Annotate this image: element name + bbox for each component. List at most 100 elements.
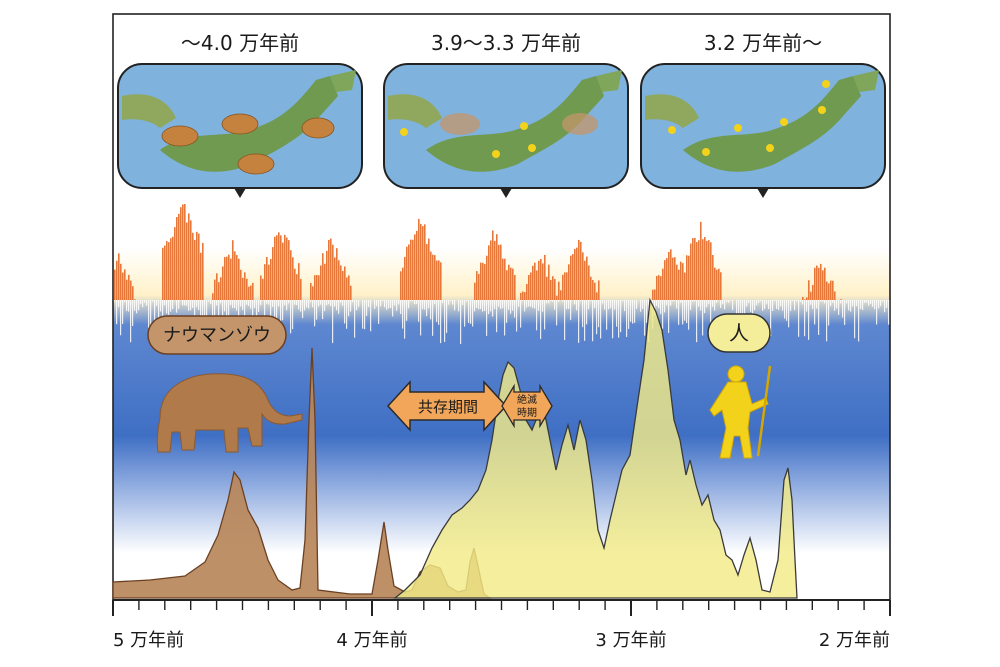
climate-cold-bars xyxy=(114,300,890,344)
cold-bar xyxy=(546,300,548,304)
cold-bar xyxy=(530,300,532,307)
cold-bar xyxy=(812,300,814,310)
cold-bar xyxy=(362,300,364,329)
cold-bar xyxy=(840,300,842,304)
cold-bar xyxy=(458,300,460,312)
warm-bar xyxy=(834,291,836,300)
cold-bar xyxy=(830,300,832,307)
cold-bar xyxy=(720,300,722,308)
cold-bar xyxy=(436,300,438,322)
time-axis-label-50k: 5 万年前 xyxy=(113,630,184,651)
cold-bar xyxy=(328,300,330,305)
warm-bar xyxy=(168,242,170,300)
warm-bar xyxy=(666,258,668,300)
warm-bar xyxy=(314,275,316,300)
cold-bar xyxy=(504,300,506,336)
cold-bar xyxy=(788,300,790,328)
cold-bar xyxy=(376,300,378,307)
cold-bar xyxy=(662,300,664,329)
cold-bar xyxy=(204,300,206,319)
warm-bar xyxy=(688,255,690,300)
cold-bar xyxy=(348,300,350,317)
cold-bar xyxy=(594,300,596,309)
human-figure-icon xyxy=(709,365,772,459)
cold-bar xyxy=(846,300,848,304)
warm-bar xyxy=(678,269,680,300)
cold-bar xyxy=(824,300,826,304)
warm-bar xyxy=(202,242,204,300)
cold-bar xyxy=(874,300,876,310)
cold-bar xyxy=(154,300,156,323)
warm-bar xyxy=(216,273,218,300)
warm-bar xyxy=(656,276,658,300)
cold-bar xyxy=(400,300,402,315)
cold-bar xyxy=(842,300,844,318)
cold-bar xyxy=(184,300,186,306)
warm-bar xyxy=(166,241,168,300)
cold-bar xyxy=(290,300,292,334)
cold-bar xyxy=(520,300,522,328)
cold-bar xyxy=(320,300,322,305)
warm-bar xyxy=(524,292,526,300)
cold-bar xyxy=(596,300,598,335)
cold-bar xyxy=(786,300,788,321)
cold-bar xyxy=(764,300,766,310)
warm-bar xyxy=(528,275,530,300)
warm-bar xyxy=(702,239,704,300)
cold-bar xyxy=(854,300,856,339)
cold-bar xyxy=(634,300,636,323)
warm-bar xyxy=(710,242,712,300)
cold-bar xyxy=(818,300,820,335)
cold-bar xyxy=(646,300,648,323)
cold-bar xyxy=(254,300,256,308)
warm-bar xyxy=(432,254,434,300)
cold-bar xyxy=(288,300,290,304)
cold-bar xyxy=(782,300,784,311)
cold-bar xyxy=(478,300,480,310)
warm-bar xyxy=(200,252,202,300)
warm-bar xyxy=(680,261,682,300)
cold-bar xyxy=(252,300,254,323)
cold-bar xyxy=(754,300,756,311)
cold-bar xyxy=(370,300,372,332)
map-panel-1 xyxy=(117,63,363,198)
cold-bar xyxy=(500,300,502,310)
warm-bar xyxy=(822,270,824,300)
cold-bar xyxy=(430,300,432,320)
cold-bar xyxy=(582,300,584,328)
map-panel-3 xyxy=(640,63,886,198)
warm-bar xyxy=(114,269,116,300)
warm-bar xyxy=(278,232,280,300)
cold-bar xyxy=(118,300,120,308)
cold-bar xyxy=(322,300,324,320)
warm-bar xyxy=(674,257,676,300)
cold-bar xyxy=(264,300,266,331)
warm-bar xyxy=(118,253,120,300)
warm-bar xyxy=(188,213,190,300)
warm-bar xyxy=(438,260,440,300)
cold-bar xyxy=(518,300,520,307)
cold-bar xyxy=(578,300,580,343)
cold-bar xyxy=(612,300,614,339)
cold-bar xyxy=(606,300,608,330)
cold-bar xyxy=(364,300,366,330)
cold-bar xyxy=(298,300,300,310)
cold-bar xyxy=(864,300,866,303)
warm-bar xyxy=(584,260,586,300)
cold-bar xyxy=(796,300,798,302)
warm-bar xyxy=(530,272,532,300)
warm-bar xyxy=(538,260,540,300)
cold-bar xyxy=(844,300,846,325)
cold-bar xyxy=(352,300,354,303)
cold-bar xyxy=(884,300,886,313)
cold-bar xyxy=(748,300,750,304)
cold-bar xyxy=(526,300,528,308)
coexistence-label: 共存期間 xyxy=(418,398,478,416)
warm-bar xyxy=(186,222,188,300)
cold-bar xyxy=(716,300,718,303)
elephant-label-text: ナウマンゾウ xyxy=(163,325,271,346)
cold-bar xyxy=(704,300,706,314)
warm-bar xyxy=(580,241,582,300)
warm-bar xyxy=(592,279,594,300)
cold-bar xyxy=(188,300,190,311)
